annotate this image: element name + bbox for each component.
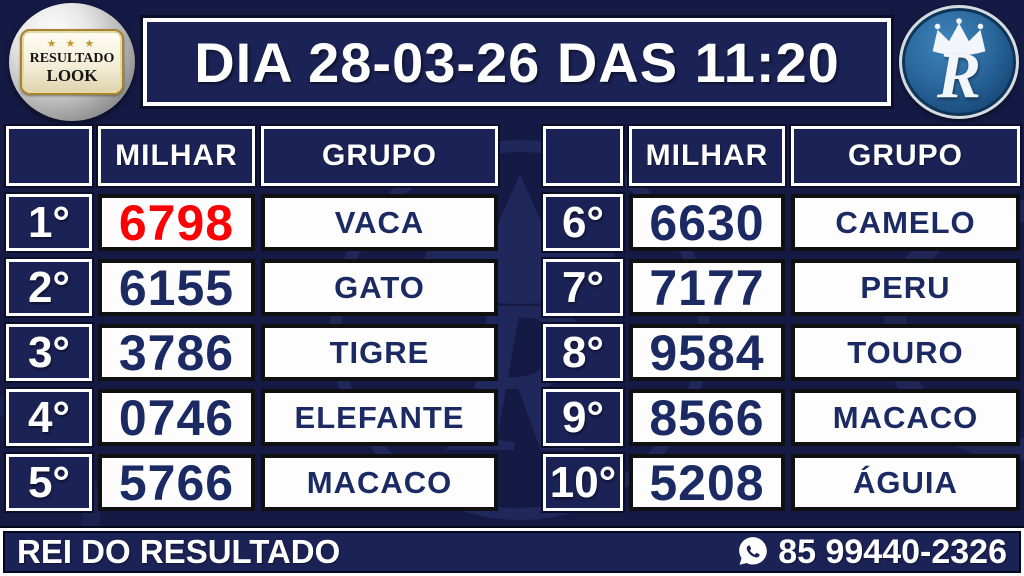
grupo-value: VACA (261, 194, 498, 251)
header-milhar: MILHAR (98, 126, 255, 186)
position-label: 1° (6, 194, 92, 251)
grupo-value: ELEFANTE (261, 389, 498, 446)
brand-name: REI DO RESULTADO (17, 533, 341, 570)
whatsapp-icon (739, 537, 768, 565)
position-label: 7° (543, 259, 623, 316)
grupo-value: CAMELO (791, 194, 1020, 251)
phone-number: 85 99440-2326 (778, 532, 1007, 571)
crown-icon (932, 18, 986, 56)
grupo-value: TOURO (791, 324, 1020, 381)
position-label: 3° (6, 324, 92, 381)
header-position-cell (6, 126, 92, 186)
position-label: 2° (6, 259, 92, 316)
position-label: 9° (543, 389, 623, 446)
logo-badge: ★ ★ ★ RESULTADO LOOK (20, 29, 124, 95)
resultado-look-logo: ★ ★ ★ RESULTADO LOOK (9, 3, 135, 121)
header-grupo: GRUPO (791, 126, 1020, 186)
position-label: 5° (6, 454, 92, 511)
logo-text-line2: LOOK (46, 66, 98, 85)
grupo-value: MACACO (261, 454, 498, 511)
grupo-value: GATO (261, 259, 498, 316)
results-table-left: MILHAR GRUPO 1° 6798 VACA 2° 6155 GATO 3… (6, 126, 498, 511)
milhar-value: 5208 (629, 454, 785, 511)
milhar-value: 0746 (98, 389, 255, 446)
logo-script-text: Rei (949, 42, 969, 58)
grupo-value: PERU (791, 259, 1020, 316)
contact: 85 99440-2326 (736, 533, 1007, 572)
position-label: 6° (543, 194, 623, 251)
grupo-value: ÁGUIA (791, 454, 1020, 511)
footer-bar: REI DO RESULTADO 85 99440-2326 (0, 526, 1024, 576)
milhar-value: 6630 (629, 194, 785, 251)
milhar-value: 6155 (98, 259, 255, 316)
milhar-value: 9584 (629, 324, 785, 381)
results-area: MILHAR GRUPO 1° 6798 VACA 2° 6155 GATO 3… (6, 126, 1020, 511)
logo-text-line1: RESULTADO (29, 51, 115, 66)
logo-letter: R (936, 39, 982, 112)
results-table-right: MILHAR GRUPO 6° 6630 CAMELO 7° 7177 PERU… (543, 126, 1020, 511)
rei-logo: Rei R (899, 5, 1019, 119)
top-bar: ★ ★ ★ RESULTADO LOOK DIA 28-03-26 DAS 11… (0, 0, 1024, 124)
draw-header: DIA 28-03-26 DAS 11:20 (143, 18, 891, 106)
milhar-value: 6798 (98, 194, 255, 251)
milhar-value: 5766 (98, 454, 255, 511)
milhar-value: 7177 (629, 259, 785, 316)
header-position-cell (543, 126, 623, 186)
milhar-value: 8566 (629, 389, 785, 446)
position-label: 8° (543, 324, 623, 381)
grupo-value: TIGRE (261, 324, 498, 381)
grupo-value: MACACO (791, 389, 1020, 446)
position-label: 10° (543, 454, 623, 511)
header-grupo: GRUPO (261, 126, 498, 186)
header-milhar: MILHAR (629, 126, 785, 186)
stars-icon: ★ ★ ★ (46, 38, 98, 50)
position-label: 4° (6, 389, 92, 446)
milhar-value: 3786 (98, 324, 255, 381)
draw-date-time: DIA 28-03-26 DAS 11:20 (194, 30, 840, 94)
